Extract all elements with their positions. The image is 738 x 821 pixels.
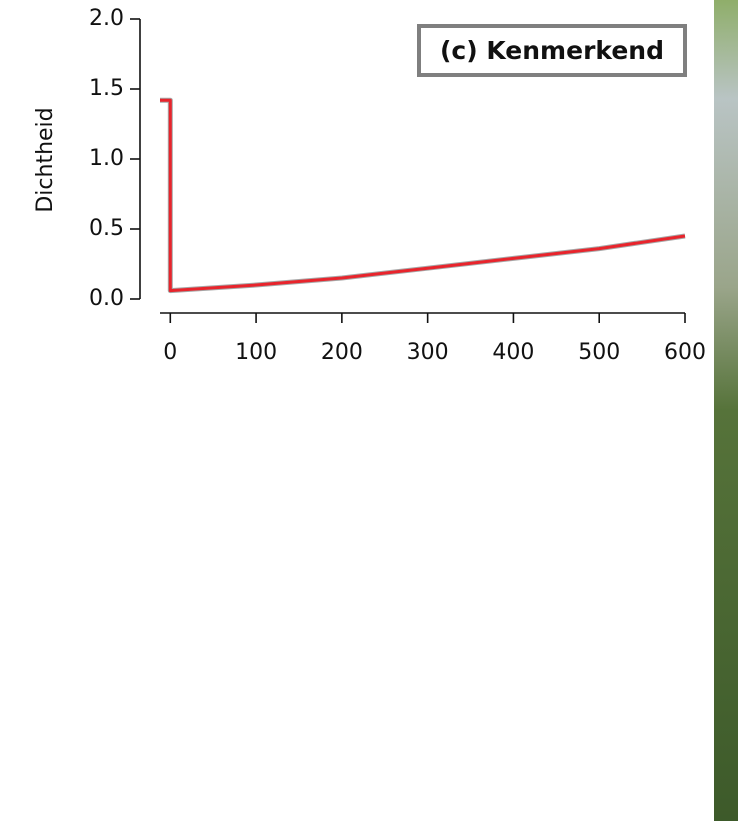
y-tick-label: 1.0	[89, 146, 124, 171]
y-axis-label: Dichtheid	[33, 107, 58, 212]
y-tick-label: 0.0	[89, 286, 124, 311]
y-tick-label: 2.0	[89, 6, 124, 31]
x-tick-label: 0	[163, 340, 177, 365]
y-tick-label: 0.5	[89, 216, 124, 241]
x-tick-label: 200	[321, 340, 363, 365]
chart: (c) Kenmerkend Dichtheid 0.0 0.5 1.0 1.5 2.0…	[0, 0, 738, 821]
page: {"chart_data": {"type": "line", "annotat…	[0, 0, 738, 821]
x-tick-label: 500	[578, 340, 620, 365]
annotation: (c) Kenmerkend	[440, 36, 664, 65]
x-tick-label: 400	[492, 340, 534, 365]
line-shadow	[160, 100, 685, 290]
photo-strip	[714, 0, 738, 821]
x-tick-label: 100	[235, 340, 277, 365]
x-tick-label: 300	[407, 340, 449, 365]
line	[160, 100, 685, 290]
x-tick-label: 600	[664, 340, 706, 365]
y-tick-label: 1.5	[89, 76, 124, 101]
